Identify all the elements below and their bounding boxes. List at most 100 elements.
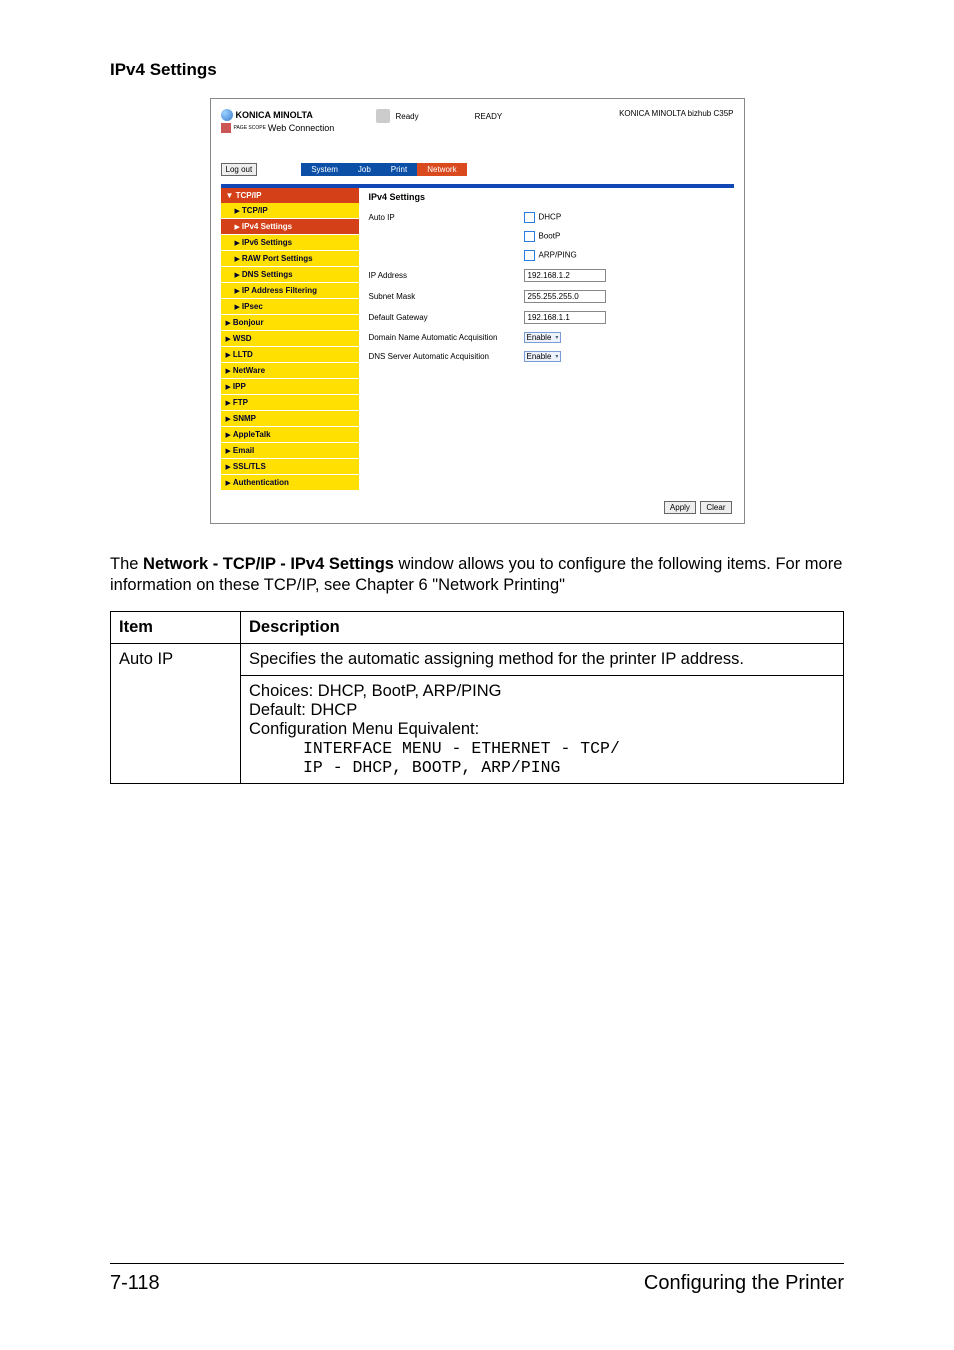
- sidebar-item-label: IPv4 Settings: [242, 222, 292, 231]
- domain-name-auto-label: Domain Name Automatic Acquisition: [369, 333, 524, 342]
- sidebar-item-email[interactable]: ▶Email: [221, 443, 359, 459]
- triangle-right-icon: ▶: [226, 320, 231, 327]
- page-footer: 7-118 Configuring the Printer: [110, 1263, 844, 1295]
- triangle-right-icon: ▶: [235, 288, 240, 295]
- chevron-down-icon: ▾: [555, 334, 558, 341]
- triangle-right-icon: ▶: [235, 224, 240, 231]
- dhcp-checkbox[interactable]: DHCP: [524, 212, 562, 223]
- sidebar-item-label: IP Address Filtering: [242, 286, 317, 295]
- content-panel: IPv4 Settings Auto IP DHCP BootP ARP/PIN…: [359, 184, 734, 491]
- settings-table: Item Description Auto IP Specifies the a…: [110, 611, 844, 784]
- sidebar-item-raw-port-settings[interactable]: ▶RAW Port Settings: [221, 251, 359, 267]
- sidebar-item-label: SSL/TLS: [233, 462, 266, 471]
- dns-auto-select[interactable]: Enable▾: [524, 351, 562, 362]
- gateway-label: Default Gateway: [369, 313, 524, 322]
- clear-button[interactable]: Clear: [700, 501, 731, 514]
- sidebar-item-ipp[interactable]: ▶IPP: [221, 379, 359, 395]
- sidebar-item-label: Email: [233, 446, 254, 455]
- domain-name-auto-select[interactable]: Enable▾: [524, 332, 562, 343]
- col-desc-header: Description: [241, 611, 844, 643]
- sidebar-item-ipv4-settings[interactable]: ▶IPv4 Settings: [221, 219, 359, 235]
- logout-button[interactable]: Log out: [221, 163, 258, 176]
- main-tabs: System Job Print Network: [301, 163, 466, 176]
- sidebar-item-label: RAW Port Settings: [242, 254, 313, 263]
- sidebar: ▼ TCP/IP ▶TCP/IP▶IPv4 Settings▶IPv6 Sett…: [221, 184, 359, 491]
- globe-icon: [221, 109, 233, 121]
- sidebar-item-label: LLTD: [233, 350, 253, 359]
- sidebar-item-label: IPP: [233, 382, 246, 391]
- triangle-right-icon: ▶: [226, 448, 231, 455]
- sidebar-item-snmp[interactable]: ▶SNMP: [221, 411, 359, 427]
- triangle-right-icon: ▶: [226, 416, 231, 423]
- page-number: 7-118: [110, 1272, 160, 1295]
- tab-job[interactable]: Job: [348, 163, 381, 176]
- sidebar-item-ftp[interactable]: ▶FTP: [221, 395, 359, 411]
- auto-ip-label: Auto IP: [369, 213, 524, 222]
- sidebar-item-tcp-ip[interactable]: ▶TCP/IP: [221, 203, 359, 219]
- arpping-checkbox[interactable]: ARP/PING: [524, 250, 577, 261]
- cell-desc-autoip-details: Choices: DHCP, BootP, ARP/PING Default: …: [241, 675, 844, 783]
- triangle-right-icon: ▶: [235, 304, 240, 311]
- sidebar-item-appletalk[interactable]: ▶AppleTalk: [221, 427, 359, 443]
- triangle-right-icon: ▶: [226, 352, 231, 359]
- web-connection-label: PAGE SCOPE Web Connection: [221, 123, 376, 133]
- ip-address-label: IP Address: [369, 271, 524, 280]
- sidebar-item-label: TCP/IP: [242, 206, 268, 215]
- sidebar-item-label: DNS Settings: [242, 270, 293, 279]
- triangle-right-icon: ▶: [226, 400, 231, 407]
- sidebar-item-ssl-tls[interactable]: ▶SSL/TLS: [221, 459, 359, 475]
- section-title: IPv4 Settings: [110, 60, 844, 80]
- triangle-right-icon: ▶: [226, 384, 231, 391]
- sidebar-item-authentication[interactable]: ▶Authentication: [221, 475, 359, 491]
- sidebar-item-ipsec[interactable]: ▶IPsec: [221, 299, 359, 315]
- admin-screenshot: KONICA MINOLTA PAGE SCOPE Web Connection…: [210, 98, 745, 524]
- pagescope-icon: [221, 123, 231, 133]
- sidebar-item-label: Authentication: [233, 478, 289, 487]
- sidebar-item-dns-settings[interactable]: ▶DNS Settings: [221, 267, 359, 283]
- apply-button[interactable]: Apply: [664, 501, 696, 514]
- triangle-right-icon: ▶: [226, 336, 231, 343]
- triangle-right-icon: ▶: [235, 208, 240, 215]
- bootp-checkbox[interactable]: BootP: [524, 231, 561, 242]
- sidebar-item-label: AppleTalk: [233, 430, 271, 439]
- sidebar-item-ip-address-filtering[interactable]: ▶IP Address Filtering: [221, 283, 359, 299]
- sidebar-item-wsd[interactable]: ▶WSD: [221, 331, 359, 347]
- description-paragraph: The Network - TCP/IP - IPv4 Settings win…: [110, 554, 844, 597]
- chevron-down-icon: ▾: [555, 353, 558, 360]
- pagescope-prefix: PAGE SCOPE: [234, 125, 266, 131]
- gateway-input[interactable]: 192.168.1.1: [524, 311, 606, 324]
- sidebar-item-label: Bonjour: [233, 318, 264, 327]
- subnet-mask-label: Subnet Mask: [369, 292, 524, 301]
- cell-item-autoip: Auto IP: [111, 643, 241, 783]
- sidebar-header-tcpip[interactable]: ▼ TCP/IP: [221, 188, 359, 203]
- triangle-right-icon: ▶: [226, 480, 231, 487]
- triangle-right-icon: ▶: [235, 240, 240, 247]
- dns-auto-label: DNS Server Automatic Acquisition: [369, 352, 524, 361]
- subnet-mask-input[interactable]: 255.255.255.0: [524, 290, 606, 303]
- device-name: KONICA MINOLTA bizhub C35P: [574, 109, 734, 118]
- triangle-right-icon: ▶: [226, 432, 231, 439]
- cell-desc-autoip: Specifies the automatic assigning method…: [241, 643, 844, 675]
- sidebar-item-bonjour[interactable]: ▶Bonjour: [221, 315, 359, 331]
- triangle-right-icon: ▶: [226, 368, 231, 375]
- sidebar-item-lltd[interactable]: ▶LLTD: [221, 347, 359, 363]
- triangle-right-icon: ▶: [235, 256, 240, 263]
- col-item-header: Item: [111, 611, 241, 643]
- tab-network[interactable]: Network: [417, 163, 466, 176]
- status-ready-text: READY: [475, 112, 503, 121]
- sidebar-item-label: IPsec: [242, 302, 263, 311]
- triangle-right-icon: ▶: [226, 464, 231, 471]
- tab-print[interactable]: Print: [381, 163, 417, 176]
- brand-text: KONICA MINOLTA: [236, 110, 313, 120]
- sidebar-item-label: IPv6 Settings: [242, 238, 292, 247]
- triangle-right-icon: ▶: [235, 272, 240, 279]
- sidebar-item-ipv6-settings[interactable]: ▶IPv6 Settings: [221, 235, 359, 251]
- sidebar-item-label: WSD: [233, 334, 252, 343]
- page-footer-title: Configuring the Printer: [644, 1272, 844, 1295]
- status-ready-label: Ready: [396, 112, 419, 121]
- sidebar-item-netware[interactable]: ▶NetWare: [221, 363, 359, 379]
- ip-address-input[interactable]: 192.168.1.2: [524, 269, 606, 282]
- printer-status-icon: [376, 109, 390, 123]
- tab-system[interactable]: System: [301, 163, 348, 176]
- content-title: IPv4 Settings: [369, 192, 734, 202]
